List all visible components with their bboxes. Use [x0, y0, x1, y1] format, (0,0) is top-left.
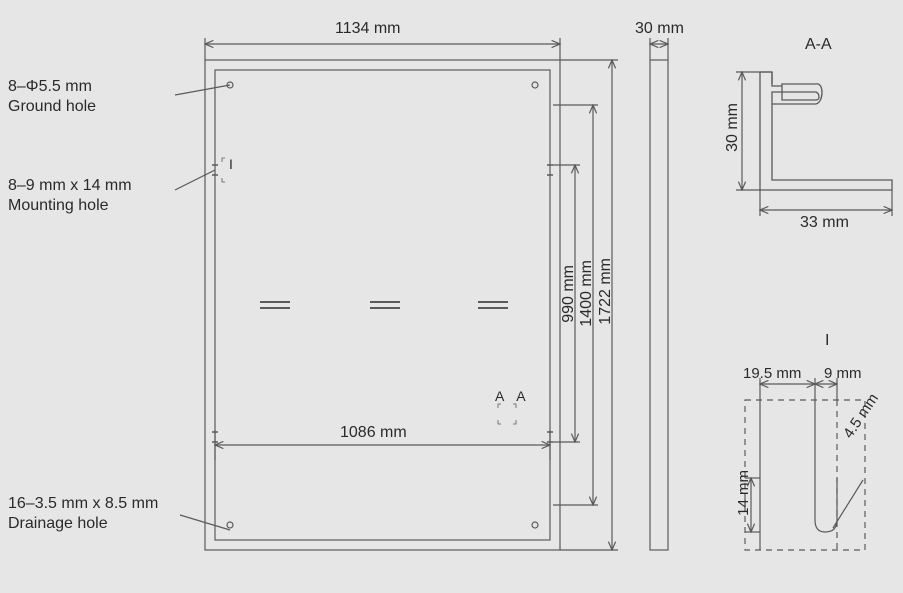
detail-I-14: 14 mm — [735, 470, 752, 516]
drain-hole-name: Drainage hole — [8, 515, 108, 532]
ground-hole-spec: 8–Φ5.5 mm — [8, 78, 92, 95]
dim-height-1400: 1400 mm — [578, 260, 596, 327]
section-marker-I: I — [229, 156, 233, 172]
detail-AA-title: A-A — [805, 36, 832, 54]
detail-AA-33: 33 mm — [800, 214, 849, 232]
mount-hole-label: 8–9 mm x 14 mm Mounting hole — [8, 176, 132, 216]
drain-hole-spec: 16–3.5 mm x 8.5 mm — [8, 495, 158, 512]
ground-hole-label: 8–Φ5.5 mm Ground hole — [8, 77, 96, 117]
detail-I-19p5: 19.5 mm — [743, 365, 801, 382]
section-marker-AA: A A — [495, 388, 530, 404]
dim-width-outer: 1134 mm — [335, 20, 401, 38]
detail-I-title: I — [825, 332, 829, 350]
detail-AA-30: 30 mm — [724, 103, 742, 152]
detail-I-9: 9 mm — [824, 365, 862, 382]
mount-hole-name: Mounting hole — [8, 197, 109, 214]
ground-hole-name: Ground hole — [8, 98, 96, 115]
drain-hole-label: 16–3.5 mm x 8.5 mm Drainage hole — [8, 494, 158, 534]
dim-side-30: 30 mm — [635, 20, 684, 38]
dim-height-990: 990 mm — [560, 265, 578, 323]
dim-height-1722: 1722 mm — [597, 258, 615, 325]
dim-width-inner: 1086 mm — [340, 424, 407, 442]
mount-hole-spec: 8–9 mm x 14 mm — [8, 177, 132, 194]
